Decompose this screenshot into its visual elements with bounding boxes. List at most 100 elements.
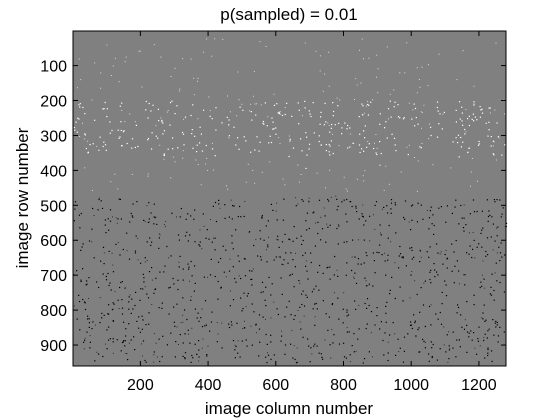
sampled-pixel [445,351,447,353]
sampled-pixel [430,126,432,128]
sampled-pixel [84,134,86,136]
sampled-pixel [234,357,236,359]
sampled-pixel [289,239,291,241]
sampled-pixel [437,318,439,320]
sampled-pixel [420,287,422,289]
sampled-pixel [315,222,316,224]
sampled-pixel [250,278,252,281]
sampled-pixel [279,256,281,258]
sampled-pixel [216,341,218,343]
sampled-pixel [190,361,192,363]
sampled-pixel [288,238,290,240]
sampled-pixel [323,207,325,209]
sampled-pixel [251,270,253,272]
sampled-pixel [191,354,193,357]
sampled-pixel [384,260,386,262]
sampled-pixel [302,254,304,257]
sampled-pixel [325,150,327,152]
sampled-pixel [310,261,312,264]
sampled-pixel [472,232,474,233]
sampled-pixel [99,322,101,324]
sampled-pixel [438,123,440,125]
sampled-pixel [299,321,301,323]
sampled-pixel [374,228,376,230]
sampled-pixel [179,255,181,257]
sampled-pixel [464,133,466,135]
sampled-pixel [329,266,331,268]
sampled-pixel [162,335,164,337]
sampled-pixel [473,103,475,105]
sampled-pixel [331,123,333,126]
sampled-pixel [246,295,248,297]
sampled-pixel [442,263,444,265]
sampled-pixel [373,260,375,262]
sampled-pixel [422,338,424,340]
sampled-pixel [153,333,155,335]
sampled-pixel [97,209,99,211]
sampled-pixel [201,308,203,310]
sampled-pixel [390,208,392,210]
sampled-pixel [153,223,155,225]
sampled-pixel [439,348,441,350]
sampled-pixel [456,339,458,341]
sampled-pixel [378,252,380,254]
sampled-pixel [158,247,160,249]
sampled-pixel [372,285,374,287]
sampled-pixel [174,113,176,115]
sampled-pixel [140,288,142,290]
sampled-pixel [106,108,108,110]
sampled-pixel [112,320,114,322]
sampled-pixel [317,232,319,235]
sampled-pixel [146,205,148,207]
sampled-pixel [300,328,302,330]
sampled-pixel [322,272,324,274]
sampled-pixel [443,326,445,328]
sampled-pixel [306,270,308,272]
sampled-pixel [466,252,468,254]
sampled-pixel [305,167,306,169]
sampled-pixel [284,353,286,355]
sampled-pixel [374,204,376,206]
sampled-pixel [248,232,250,234]
sampled-pixel [304,252,306,254]
sampled-pixel [178,261,180,263]
sampled-pixel [203,51,205,53]
sampled-pixel [187,329,189,331]
sampled-pixel [112,320,114,322]
sampled-pixel [430,134,432,137]
sampled-pixel [213,237,214,239]
sampled-pixel [258,150,260,152]
sampled-pixel [298,280,300,282]
sampled-pixel [431,357,433,359]
sampled-pixel [129,221,131,223]
sampled-pixel [448,358,450,360]
sampled-pixel [165,226,166,228]
sampled-pixel [384,332,386,334]
sampled-pixel [184,357,186,359]
sampled-pixel [137,145,139,148]
sampled-pixel [496,122,498,124]
sampled-pixel [356,211,358,213]
sampled-pixel [106,329,108,331]
sampled-pixel [446,267,448,269]
sampled-pixel [458,223,460,225]
sampled-pixel [197,164,199,165]
sampled-pixel [499,252,502,254]
sampled-pixel [436,271,438,273]
sampled-pixel [244,258,246,260]
sampled-pixel [148,218,150,220]
sampled-pixel [88,322,90,324]
sampled-pixel [412,109,414,111]
sampled-pixel [145,361,147,363]
sampled-pixel [482,227,484,229]
sampled-pixel [165,220,167,222]
sampled-pixel [80,249,82,251]
sampled-pixel [153,203,155,205]
sampled-pixel [131,147,133,149]
sampled-pixel [320,116,322,118]
sampled-pixel [488,210,490,212]
sampled-pixel [487,347,489,349]
sampled-pixel [473,332,475,334]
sampled-pixel [176,326,178,328]
sampled-pixel [230,321,232,323]
